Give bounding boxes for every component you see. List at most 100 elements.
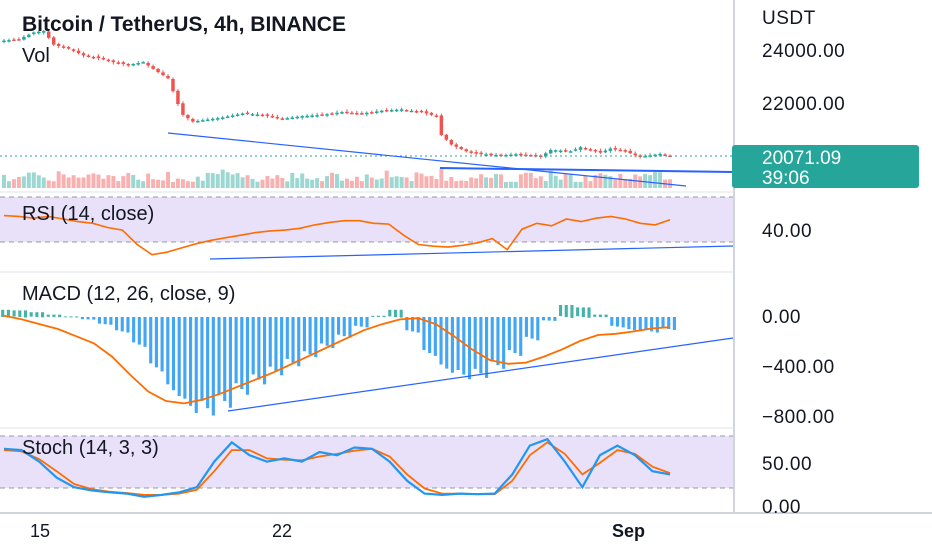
volume-bar	[2, 174, 6, 188]
macd-hist-bar	[143, 317, 147, 347]
volume-bar	[91, 173, 96, 188]
volume-bar	[126, 173, 131, 188]
macd-tick: 0.00	[762, 307, 801, 328]
candle-body	[211, 118, 215, 121]
last-price-badge[interactable]: 20071.09 39:06	[732, 145, 919, 189]
volume-bar	[151, 179, 156, 188]
macd-hist-bar	[302, 317, 306, 352]
volume-bar	[180, 179, 185, 188]
volume-bar	[16, 177, 21, 188]
candle-body	[141, 62, 145, 64]
macd-hist-bar	[462, 317, 466, 375]
macd-hist-bar	[92, 317, 96, 320]
volume-bar	[215, 174, 220, 188]
macd-hist-bar	[615, 317, 620, 327]
candle-body	[270, 115, 275, 118]
volume-bar	[568, 174, 573, 188]
candle-body	[121, 62, 126, 64]
volume-bar	[454, 181, 459, 188]
macd-hist-bar	[428, 317, 432, 353]
stoch-tick: 0.00	[762, 497, 801, 518]
macd-hist-bar	[496, 317, 500, 365]
volume-bar	[379, 178, 384, 188]
macd-hist-bar	[359, 317, 363, 327]
macd-signal-series	[3, 314, 671, 405]
candle-body	[484, 154, 488, 156]
volume-bars	[2, 169, 672, 188]
volume-bar	[469, 177, 474, 188]
macd-hist-bar	[177, 317, 181, 397]
volume-bar	[613, 179, 618, 188]
macd-hist-bar	[206, 317, 210, 409]
volume-bar	[658, 172, 663, 188]
macd-hist-bar	[137, 317, 141, 345]
volume-bar	[141, 181, 146, 188]
macd-hist-bar	[280, 317, 284, 376]
candle-body	[325, 114, 329, 116]
volume-bar	[36, 175, 41, 188]
macd-hist-bar	[166, 317, 170, 385]
candle-body	[365, 112, 369, 115]
macd-hist-bar	[325, 317, 329, 346]
candle-body	[22, 36, 26, 40]
macd-hist-bar	[513, 317, 517, 353]
candle-body	[419, 110, 424, 113]
candle-body	[613, 148, 618, 150]
candle-body	[444, 134, 449, 140]
price-tick: 24000.00	[762, 41, 845, 62]
volume-bar	[618, 174, 623, 188]
macd-hist-bar	[274, 317, 278, 371]
macd-hist-bar	[655, 317, 659, 333]
volume-bar	[101, 178, 106, 188]
macd-hist-bar	[405, 317, 409, 331]
macd-hist-bar	[519, 317, 523, 356]
macd-hist-bar	[171, 317, 176, 391]
macd-signal-line	[3, 314, 671, 405]
macd-hist-bar	[650, 317, 654, 332]
stoch-series	[3, 437, 671, 498]
candle-body	[196, 120, 200, 123]
candle-body	[191, 118, 195, 122]
volume-bar	[389, 177, 394, 188]
time-tick: 15	[30, 521, 50, 541]
candle-body	[603, 150, 608, 153]
stoch-k-line	[3, 437, 671, 498]
volume-bar	[51, 181, 56, 188]
macd-hist-bar	[593, 314, 597, 317]
candle-body	[215, 118, 220, 120]
volume-bar	[489, 177, 494, 188]
volume-bar	[528, 172, 533, 188]
candle-body	[360, 113, 364, 115]
candle-body	[320, 114, 324, 116]
stoch-band	[0, 436, 733, 488]
stoch-tick: 50.00	[762, 454, 812, 475]
macd-hist-bar	[559, 305, 563, 317]
macd-hist-bar	[308, 317, 312, 355]
volume-bar	[523, 172, 528, 188]
volume-bar	[205, 172, 210, 188]
last-price-value: 20071.09	[762, 148, 841, 169]
volume-bar	[230, 174, 235, 188]
volume-bar	[300, 173, 305, 188]
candle-body	[573, 149, 578, 151]
volume-bar	[573, 181, 578, 188]
volume-bar	[494, 173, 499, 188]
volume-bar	[11, 179, 16, 188]
volume-bar	[449, 177, 454, 188]
macd-hist-bar	[581, 307, 585, 317]
volume-bar	[434, 179, 439, 188]
candle-body	[519, 153, 523, 156]
candle-body	[618, 149, 623, 152]
candle-body	[558, 150, 563, 153]
volume-bar	[548, 170, 553, 188]
volume-bar	[479, 174, 484, 188]
rsi-tick: 40.00	[762, 221, 812, 242]
volume-bar	[61, 174, 66, 188]
volume-bar	[444, 180, 449, 188]
candle-body	[394, 109, 399, 112]
candle-body	[653, 154, 657, 157]
macd-hist-bar	[610, 317, 614, 326]
candle-body	[355, 112, 359, 115]
volume-bar	[285, 181, 290, 188]
candle-body	[136, 63, 140, 65]
